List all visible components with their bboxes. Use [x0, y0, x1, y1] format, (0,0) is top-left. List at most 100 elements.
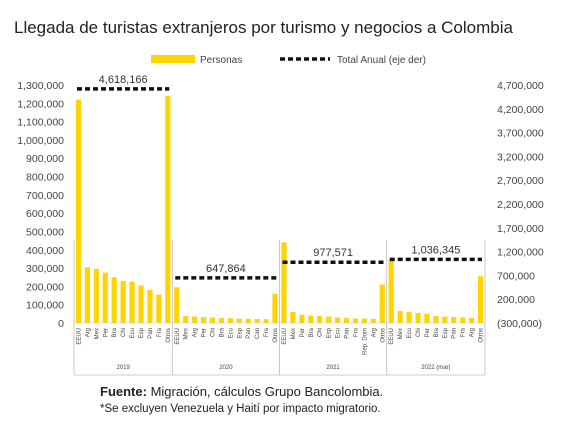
category-label: Esp [139, 327, 145, 338]
year-label: 2022 (mar) [421, 365, 450, 371]
left-tick-label: 500,000 [26, 226, 64, 238]
category-label: Otros [380, 328, 386, 343]
category-label: Per [103, 328, 109, 337]
bar [200, 317, 207, 323]
year-label: 2019 [116, 365, 130, 371]
category-label: EEUU [175, 328, 181, 345]
footnote: *Se excluyen Venezuela y Haití por impac… [100, 403, 381, 415]
left-tick-label: 200,000 [26, 281, 64, 293]
bar [111, 277, 117, 323]
category-label: Pan [452, 328, 458, 339]
category-label: EEUU [76, 328, 82, 345]
bar [290, 312, 296, 323]
category-label: Fra [353, 327, 359, 337]
bar [209, 317, 216, 323]
bar [308, 315, 314, 323]
category-label: Rep. Dom [362, 328, 368, 355]
bar [165, 95, 171, 323]
bar [388, 259, 394, 323]
legend-swatch-personas [151, 55, 195, 63]
category-label: Mex [94, 328, 100, 339]
left-tick-label: 300,000 [26, 263, 64, 275]
right-tick-label: 4,200,000 [497, 104, 544, 116]
bar [245, 318, 251, 323]
category-label: Ecu [228, 328, 234, 338]
left-tick-label: 600,000 [26, 208, 64, 220]
category-label: Chi [210, 328, 216, 337]
bar [469, 317, 475, 323]
bar [460, 317, 466, 323]
year-label: 2020 [219, 365, 233, 371]
category-labels: EEUU Arg Mex Per Bra Chi Ecu Esp Pan Fra Otros EEUU… [76, 327, 484, 355]
category-label: Ecu [336, 328, 342, 338]
bar [174, 287, 180, 323]
bar [120, 280, 126, 323]
category-label: Pan [246, 328, 252, 339]
right-tick-label: 200,000 [497, 294, 535, 306]
bar [227, 318, 233, 323]
category-label: Chi [318, 328, 324, 337]
bar [352, 318, 359, 323]
year-labels: 2019 2020 2021 2022 (mar) [73, 240, 486, 376]
category-label: Fra [264, 327, 270, 337]
bar [281, 242, 287, 323]
bar [379, 284, 385, 323]
bar [334, 317, 341, 323]
category-label: Pan [345, 328, 351, 339]
right-tick-label: 2,700,000 [497, 175, 544, 187]
annual-totals: 4,618,166 647,864 977,571 1,036,345 [77, 74, 482, 280]
bar [317, 316, 323, 323]
annual-total-label: 1,036,345 [411, 244, 460, 256]
bar [84, 267, 90, 323]
right-tick-label: 700,000 [497, 270, 535, 282]
category-label: Per [202, 328, 208, 337]
bars [75, 95, 484, 324]
annual-total-label: 4,618,166 [99, 74, 148, 86]
legend-label-total: Total Anual (eje der) [337, 55, 426, 66]
annual-total-label: 977,571 [313, 247, 353, 259]
category-label: Arg [193, 328, 199, 337]
bar [433, 316, 439, 323]
category-label: Mex [398, 328, 404, 339]
right-tick-label: 1,200,000 [497, 247, 544, 259]
category-label: Fra [461, 327, 467, 337]
bar [263, 319, 269, 323]
bar [192, 316, 198, 323]
category-label: Bra [309, 327, 315, 337]
left-tick-label: 400,000 [26, 245, 64, 257]
category-label: Fra [157, 327, 163, 337]
category-label: Chi [416, 328, 422, 337]
left-tick-label: 1,100,000 [17, 117, 64, 129]
category-label: Mex [184, 328, 190, 339]
left-tick-label: 0 [58, 318, 64, 330]
chart-title: Llegada de turistas extranjeros por turi… [14, 18, 513, 37]
annual-total-label: 647,864 [206, 263, 246, 275]
bar [397, 311, 403, 323]
right-tick-label: 3,200,000 [497, 151, 544, 163]
category-label: Arg [85, 328, 91, 337]
left-axis: 0 100,000 200,000 300,000 400,000 500,000 600,… [17, 80, 64, 330]
source-label: Fuente: [100, 384, 147, 399]
source-text: Migración, cálculos Grupo Bancolombia. [147, 384, 383, 399]
category-label: Per [300, 328, 306, 337]
bar [442, 316, 448, 323]
right-tick-label: 4,700,000 [497, 80, 544, 92]
bar [147, 290, 153, 323]
legend: Personas Total Anual (eje der) [151, 55, 426, 66]
bar [156, 294, 162, 323]
source-line: Fuente: Migración, cálculos Grupo Bancol… [100, 384, 383, 399]
left-tick-label: 100,000 [26, 300, 64, 312]
bar [75, 99, 82, 324]
bar [415, 312, 421, 323]
bar [272, 293, 278, 323]
bar [183, 316, 189, 323]
category-label: Can [255, 328, 261, 339]
right-axis: (300,000) 200,000 700,000 1,200,000 1,700,00… [497, 80, 544, 330]
bar [477, 276, 484, 323]
category-label: Otros [273, 328, 279, 343]
bar [299, 314, 305, 323]
category-label: Esp [327, 327, 333, 338]
bar [370, 318, 376, 323]
category-label: Arg [470, 328, 476, 337]
